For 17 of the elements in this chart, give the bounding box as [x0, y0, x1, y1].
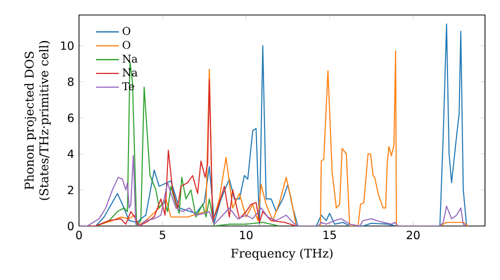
y-tick-label: 4: [68, 150, 74, 158]
x-tick-label: 5: [160, 230, 166, 240]
x-tick-label: 10: [240, 230, 253, 240]
legend-label: O: [122, 26, 130, 35]
x-tick-label: 20: [406, 230, 420, 240]
x-tick-label: 15: [324, 230, 336, 240]
y-tick-label: 6: [68, 114, 74, 122]
y-tick-label: 8: [68, 77, 74, 86]
line-series: [79, 155, 468, 226]
y-tick-label: 10: [61, 41, 74, 50]
y-axis-title: Phonon projected DOS (States/THz·primitive cell): [24, 41, 51, 200]
legend-label: Na: [122, 54, 138, 63]
x-tick-label: 0: [76, 230, 82, 240]
x-axis-title: Frequency (THz): [231, 248, 332, 260]
legend-label: O: [122, 40, 130, 49]
y-tick-label: 0: [68, 222, 74, 230]
y-tick-label: 2: [68, 186, 74, 194]
